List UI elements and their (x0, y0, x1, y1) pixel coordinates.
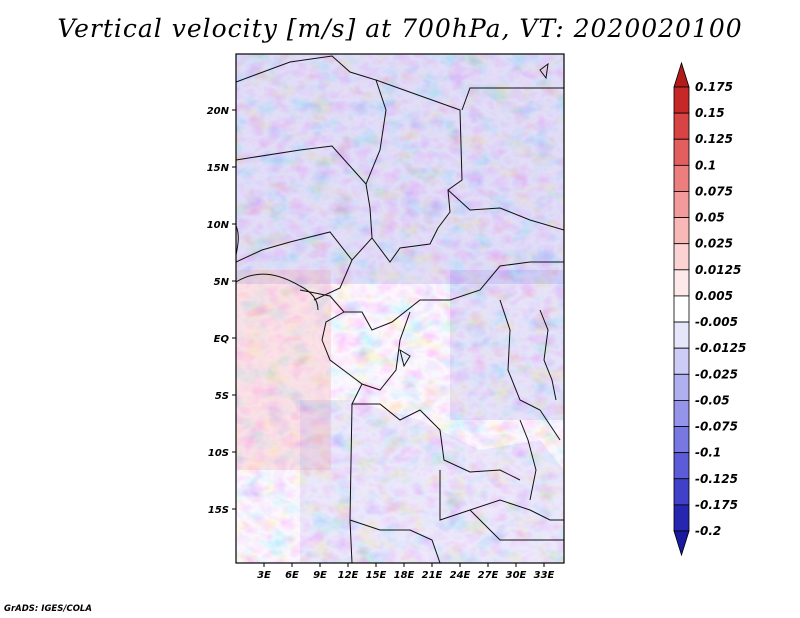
lon-label: 27E (478, 570, 499, 581)
longitude-labels: 3E 6E 9E 12E 15E 18E 21E 24E 27E 30E 33E (257, 563, 555, 581)
colorbar-swatch (673, 191, 690, 218)
colorbar-bottom-arrow (673, 530, 690, 557)
lat-label: 5N (214, 277, 230, 288)
colorbar-swatch (673, 138, 690, 166)
lon-label: 9E (313, 570, 327, 581)
colorbar-swatch (673, 504, 690, 532)
colorbar-swatch (673, 112, 690, 140)
colorbar-label: 0.125 (695, 132, 733, 146)
lon-label: 3E (257, 570, 271, 581)
lon-label: 15E (366, 570, 387, 581)
velocity-field (236, 54, 564, 563)
colorbar-swatch (673, 452, 690, 480)
lon-label: 30E (506, 570, 527, 581)
map-frame (235, 53, 565, 564)
colorbar-label: -0.175 (695, 498, 738, 512)
colorbar-label: 0.175 (695, 80, 733, 94)
colorbar-swatch (673, 321, 690, 349)
lon-label: 33E (534, 570, 555, 581)
colorbar-swatch (673, 295, 690, 323)
latitude-labels: 20N 15N 10N 5N EQ 5S 10S 15S (207, 106, 236, 516)
colorbar-label: 0.075 (695, 184, 733, 198)
colorbar-label: -0.005 (695, 315, 738, 329)
colorbar-label: -0.1 (695, 446, 721, 460)
colorbar-swatch (673, 243, 690, 271)
colorbar-swatch (673, 269, 690, 297)
lon-label: 18E (394, 570, 415, 581)
colorbar-swatch (673, 478, 690, 506)
colorbar-label: -0.2 (695, 524, 721, 538)
lat-label: 5S (215, 391, 229, 402)
colorbar-label: 0.05 (695, 211, 725, 225)
lat-label: 20N (207, 106, 230, 117)
lat-label: 15S (208, 505, 229, 516)
colorbar-label: 0.025 (695, 237, 733, 251)
colorbar-label: 0.005 (695, 289, 733, 303)
lon-label: 21E (422, 570, 443, 581)
lat-label: 10S (208, 448, 229, 459)
colorbar-label: -0.0125 (695, 341, 746, 355)
colorbar-label: 0.0125 (695, 263, 741, 277)
colorbar-label: -0.05 (695, 393, 730, 407)
colorbar-top-arrow (673, 61, 690, 88)
colorbar-swatch (673, 86, 690, 114)
political-boundaries (236, 55, 564, 563)
colorbar-swatch (673, 373, 690, 401)
colorbar: 0.175 0.15 0.125 0.1 0.075 0.05 0.025 0.0125 0.0… (673, 61, 746, 557)
lon-label: 12E (338, 570, 359, 581)
colorbar-label: -0.025 (695, 367, 738, 381)
lon-label: 6E (285, 570, 299, 581)
colorbar-label: -0.075 (695, 420, 738, 434)
colorbar-swatch (673, 217, 690, 245)
lon-label: 24E (450, 570, 471, 581)
lat-label: 10N (207, 220, 230, 231)
colorbar-label: 0.1 (695, 158, 716, 172)
colorbar-swatch (673, 400, 690, 427)
colorbar-swatch (673, 426, 690, 454)
colorbar-swatch (673, 164, 690, 192)
footer-credit: GrADS: IGES/COLA (4, 604, 92, 614)
lat-label: 15N (207, 163, 230, 174)
colorbar-label: 0.15 (695, 106, 725, 120)
colorbar-label: -0.125 (695, 472, 738, 486)
colorbar-swatch (673, 347, 690, 375)
lat-label: EQ (214, 334, 230, 345)
map-title: Vertical velocity [m/s] at 700hPa, VT: 2… (57, 14, 743, 43)
